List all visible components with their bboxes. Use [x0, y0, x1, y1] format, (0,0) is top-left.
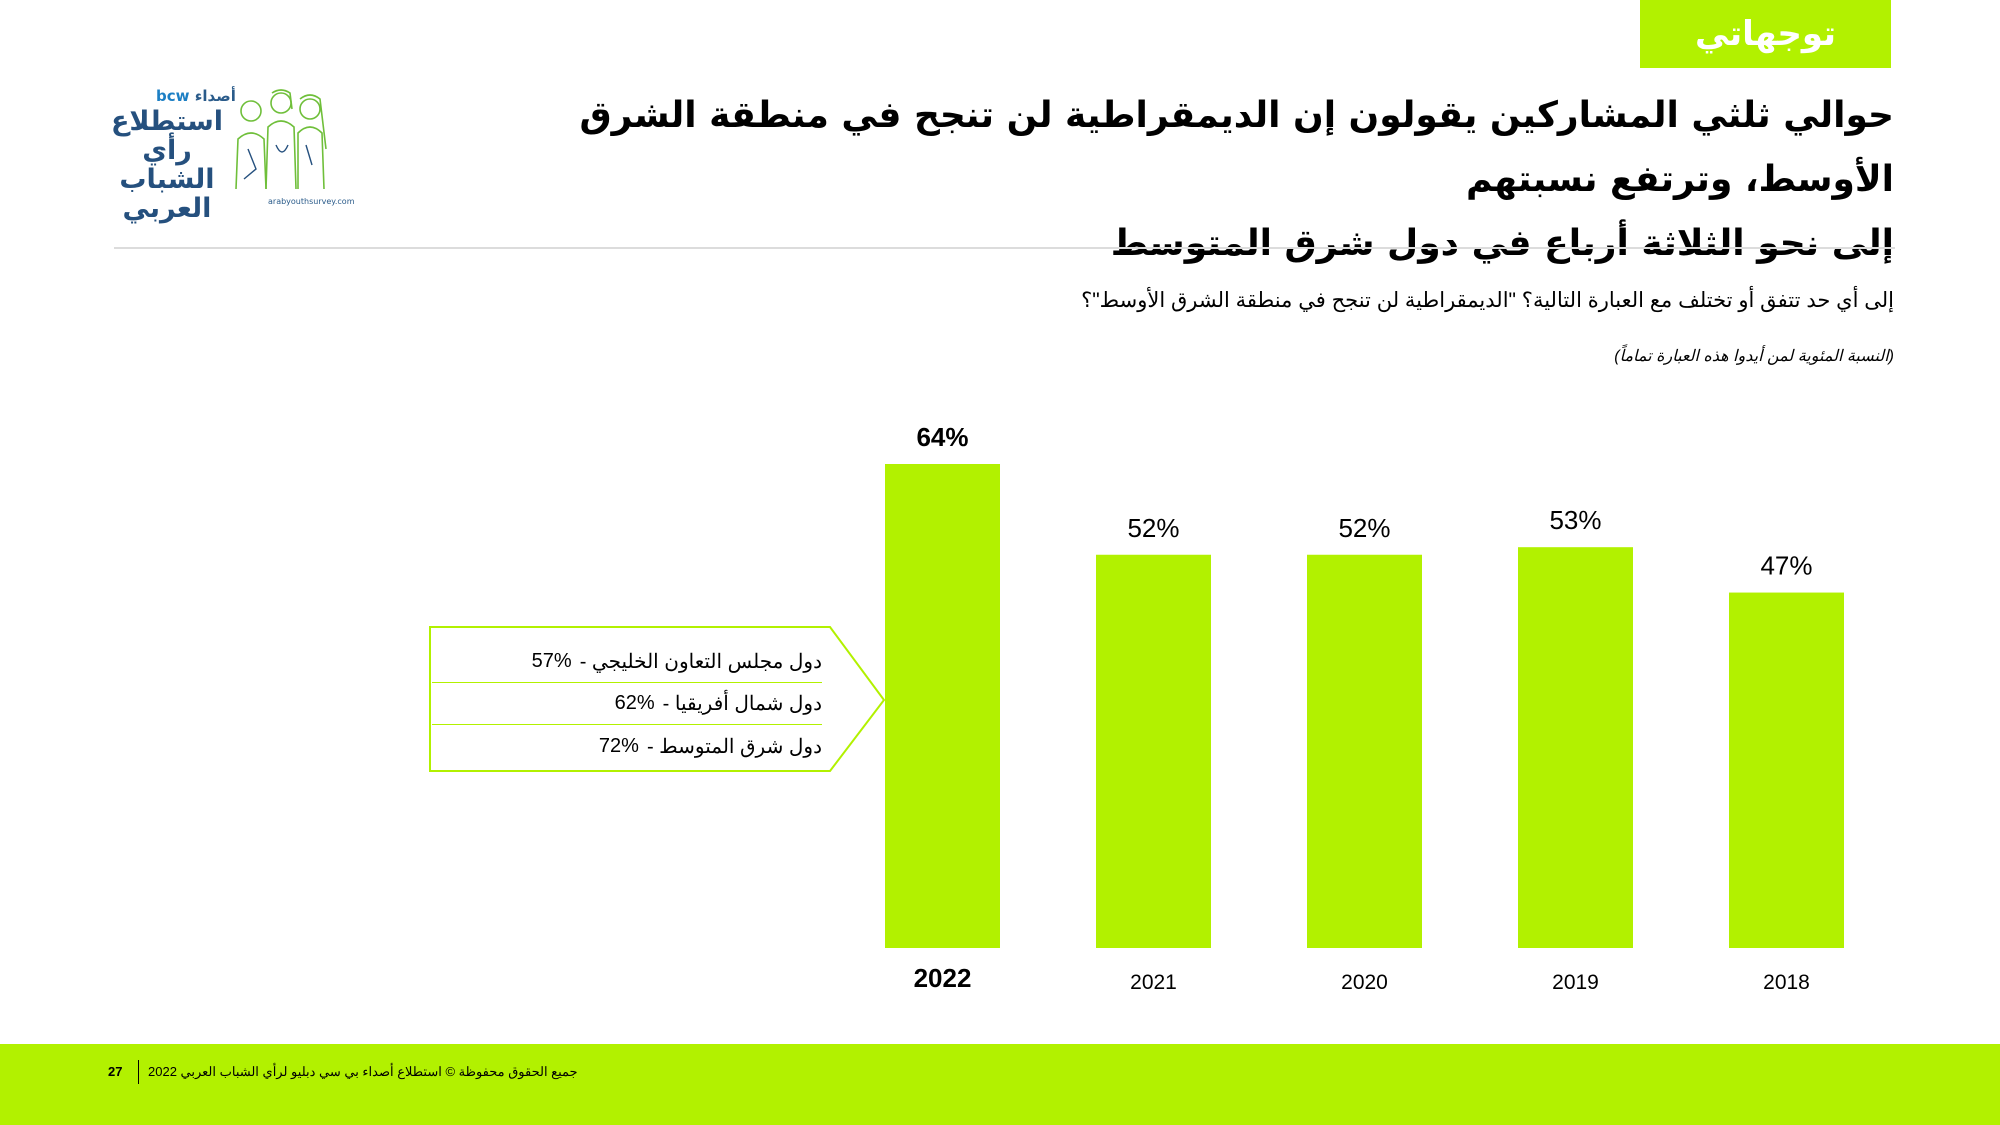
bar-2022	[885, 464, 1000, 948]
category-label-2021: 2021	[1130, 971, 1177, 994]
logo-brand: أصداء bcw	[156, 87, 236, 105]
logo-brand-en: bcw	[156, 87, 190, 105]
footer-copyright: جميع الحقوق محفوظة © استطلاع أصداء بي سي…	[148, 1064, 578, 1079]
category-label-2019: 2019	[1552, 971, 1599, 994]
bar-2018	[1729, 592, 1844, 948]
value-label-2018: 47%	[1760, 551, 1812, 581]
callout-row-levant: دول شرق المتوسط - 72%	[432, 725, 822, 767]
people-illustration-icon	[235, 89, 327, 190]
callout-value: 62%	[614, 692, 655, 714]
survey-logo: أصداء bcw استطلاع رأي الشباب العربي arab…	[108, 85, 355, 223]
bar-2021	[1096, 554, 1211, 948]
page-number: 27	[108, 1064, 123, 1079]
footer-separator	[138, 1060, 139, 1084]
footer-bar: 27 جميع الحقوق محفوظة © استطلاع أصداء بي…	[0, 1044, 2000, 1125]
question-note: (النسبة المئوية لمن أيدوا هذه العبارة تم…	[1614, 348, 1894, 365]
callout-label: دول شرق المتوسط -	[646, 735, 822, 758]
bar-2020	[1307, 554, 1422, 948]
callout-label: دول مجلس التعاون الخليجي -	[579, 651, 822, 673]
value-label-2022: 64%	[916, 422, 968, 452]
headline-line-2: إلى نحو الثلاثة أرباع في دول شرق المتوسط	[1110, 223, 1894, 264]
callout-value: 72%	[598, 734, 639, 757]
callout-list: دول مجلس التعاون الخليجي - 57% دول شمال …	[432, 641, 822, 767]
logo-url: arabyouthsurvey.com	[268, 197, 355, 206]
category-label-2018: 2018	[1763, 971, 1810, 994]
value-label-2019: 53%	[1549, 505, 1601, 535]
headline-line-1: حوالي ثلثي المشاركين يقولون إن الديمقراط…	[579, 95, 1895, 200]
callout-row-north-africa: دول شمال أفريقيا - 62%	[432, 683, 822, 725]
category-label-2022: 2022	[914, 963, 972, 993]
callout-box	[429, 626, 886, 772]
survey-question: إلى أي حد تتفق أو تختلف مع العبارة التال…	[1081, 289, 1894, 312]
bar-2019	[1518, 547, 1633, 948]
logo-brand-ar: أصداء	[194, 87, 236, 105]
divider	[114, 247, 1895, 249]
section-tag: توجهاتي	[1640, 0, 1891, 68]
callout-value: 57%	[531, 650, 572, 672]
logo-title: استطلاع رأي الشباب العربي	[110, 106, 224, 224]
callout-label: دول شمال أفريقيا -	[662, 693, 822, 715]
callout-row-gcc: دول مجلس التعاون الخليجي - 57%	[432, 641, 822, 683]
category-label-2020: 2020	[1341, 971, 1388, 994]
headline: حوالي ثلثي المشاركين يقولون إن الديمقراط…	[454, 84, 1895, 276]
value-label-2020: 52%	[1338, 513, 1390, 543]
value-label-2021: 52%	[1127, 513, 1179, 543]
